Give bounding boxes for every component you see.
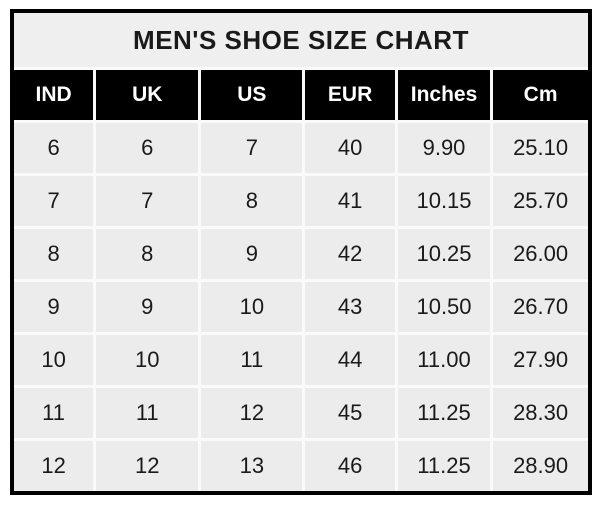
table-cell: 28.90 bbox=[490, 437, 592, 495]
table-cell: 7 bbox=[198, 120, 306, 176]
table-cell: 8 bbox=[198, 172, 306, 229]
size-chart-table: MEN'S SHOE SIZE CHART IND UK US EUR Inch… bbox=[10, 9, 592, 495]
table-cell: 11.25 bbox=[394, 437, 494, 495]
column-header-us: US bbox=[198, 67, 306, 123]
table-cell: 12 bbox=[93, 437, 202, 495]
table-cell: 11.00 bbox=[394, 331, 494, 388]
table-cell: 9 bbox=[93, 278, 202, 335]
table-cell: 26.00 bbox=[490, 225, 592, 282]
table-row: 11 11 12 45 11.25 28.30 bbox=[10, 384, 592, 441]
table-cell: 27.90 bbox=[490, 331, 592, 388]
table-row: 10 10 11 44 11.00 27.90 bbox=[10, 331, 592, 388]
table-cell: 10 bbox=[198, 278, 306, 335]
table-row: IND UK US EUR Inches Cm bbox=[10, 67, 592, 123]
table-cell: 9.90 bbox=[394, 120, 494, 176]
table-cell: 42 bbox=[302, 225, 398, 282]
table-cell: 10 bbox=[10, 331, 97, 388]
column-header-ind: IND bbox=[10, 67, 97, 123]
table-cell: 26.70 bbox=[490, 278, 592, 335]
table-cell: 6 bbox=[10, 120, 97, 176]
column-header-inches: Inches bbox=[394, 67, 494, 123]
table-cell: 43 bbox=[302, 278, 398, 335]
table-cell: 10.50 bbox=[394, 278, 494, 335]
table-row: MEN'S SHOE SIZE CHART bbox=[10, 9, 592, 70]
column-header-cm: Cm bbox=[490, 67, 592, 123]
column-header-uk: UK bbox=[93, 67, 202, 123]
table-cell: 12 bbox=[198, 384, 306, 441]
table-cell: 7 bbox=[93, 172, 202, 229]
table-cell: 12 bbox=[10, 437, 97, 495]
table-cell: 9 bbox=[198, 225, 306, 282]
table-row: 9 9 10 43 10.50 26.70 bbox=[10, 278, 592, 335]
table-cell: 44 bbox=[302, 331, 398, 388]
table-cell: 11 bbox=[10, 384, 97, 441]
table-cell: 11.25 bbox=[394, 384, 494, 441]
column-header-eur: EUR bbox=[302, 67, 398, 123]
table-row: 7 7 8 41 10.15 25.70 bbox=[10, 172, 592, 229]
table-row: 12 12 13 46 11.25 28.90 bbox=[10, 437, 592, 495]
table-cell: 45 bbox=[302, 384, 398, 441]
table-cell: 25.70 bbox=[490, 172, 592, 229]
table-cell: 6 bbox=[93, 120, 202, 176]
chart-title: MEN'S SHOE SIZE CHART bbox=[10, 9, 592, 70]
table-cell: 9 bbox=[10, 278, 97, 335]
table-cell: 10.25 bbox=[394, 225, 494, 282]
table-row: 6 6 7 40 9.90 25.10 bbox=[10, 120, 592, 176]
table-cell: 7 bbox=[10, 172, 97, 229]
mens-shoe-size-table: MEN'S SHOE SIZE CHART IND UK US EUR Inch… bbox=[10, 9, 592, 495]
table-cell: 25.10 bbox=[490, 120, 592, 176]
table-row: 8 8 9 42 10.25 26.00 bbox=[10, 225, 592, 282]
table-cell: 10 bbox=[93, 331, 202, 388]
table-cell: 10.15 bbox=[394, 172, 494, 229]
table-cell: 8 bbox=[93, 225, 202, 282]
table-cell: 13 bbox=[198, 437, 306, 495]
table-cell: 8 bbox=[10, 225, 97, 282]
table-cell: 11 bbox=[93, 384, 202, 441]
table-cell: 11 bbox=[198, 331, 306, 388]
table-cell: 46 bbox=[302, 437, 398, 495]
table-cell: 28.30 bbox=[490, 384, 592, 441]
table-cell: 40 bbox=[302, 120, 398, 176]
table-cell: 41 bbox=[302, 172, 398, 229]
